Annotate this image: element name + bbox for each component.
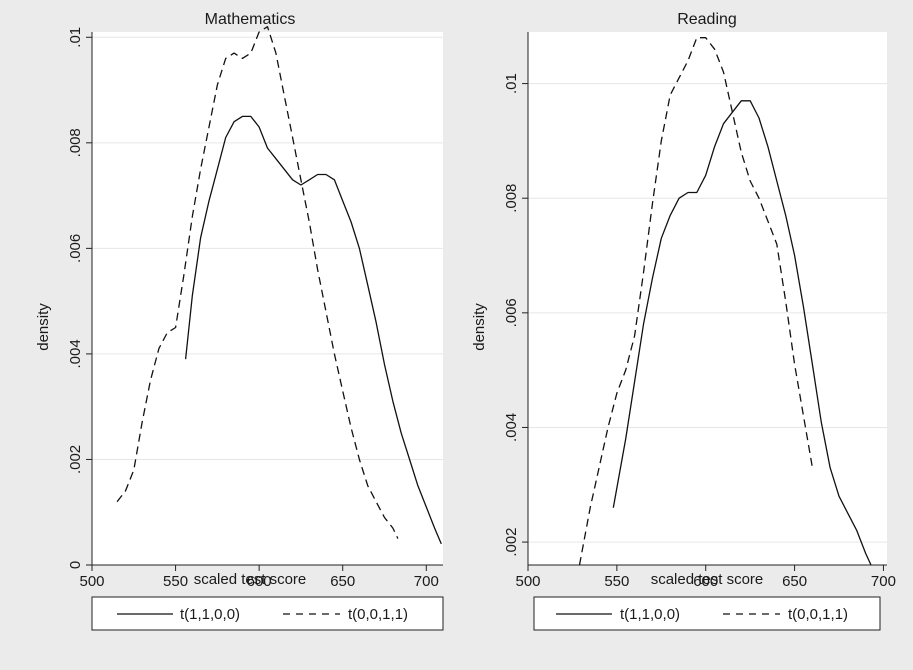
panel-title: Reading <box>677 11 737 28</box>
x-tick-label: 700 <box>414 573 439 590</box>
panel-reading: Reading scaled test score density .002 .0… <box>471 11 896 631</box>
x-tick-label: 600 <box>247 573 272 590</box>
plot-background <box>92 32 443 565</box>
y-tick-label: .002 <box>67 445 84 474</box>
x-axis-label: scaled test score <box>651 571 764 588</box>
x-tick-label: 650 <box>330 573 355 590</box>
x-axis-label: scaled test score <box>194 571 307 588</box>
y-tick-label: 0 <box>67 561 84 569</box>
panel-title: Mathematics <box>205 11 296 28</box>
series-line-dashed <box>116 26 399 539</box>
y-tick-label: .01 <box>67 27 84 48</box>
series-line-solid <box>184 115 442 545</box>
y-axis-label: density <box>471 303 488 351</box>
legend-label-solid: t(1,1,0,0) <box>180 606 240 623</box>
plot-background <box>528 32 887 565</box>
x-tick-label: 700 <box>871 573 896 590</box>
x-tick-label: 550 <box>604 573 629 590</box>
y-axis-label: density <box>35 303 52 351</box>
legend-label-dashed: t(0,0,1,1) <box>788 606 848 623</box>
panel-mathematics: Mathematics scaled test score density 0.… <box>35 11 444 631</box>
y-tick-label: .01 <box>503 73 520 94</box>
series-line-dashed <box>578 37 814 566</box>
x-tick-label: 600 <box>693 573 718 590</box>
y-tick-label: .008 <box>503 184 520 213</box>
x-tick-label: 500 <box>515 573 540 590</box>
legend-label-dashed: t(0,0,1,1) <box>348 606 408 623</box>
y-tick-label: .004 <box>503 413 520 442</box>
y-tick-label: .004 <box>67 339 84 368</box>
x-tick-label: 650 <box>782 573 807 590</box>
y-tick-label: .006 <box>67 234 84 263</box>
y-tick-label: .002 <box>503 527 520 556</box>
legend-label-solid: t(1,1,0,0) <box>620 606 680 623</box>
series-line-solid <box>612 100 872 566</box>
x-tick-label: 550 <box>163 573 188 590</box>
y-tick-label: .008 <box>67 128 84 157</box>
x-tick-label: 500 <box>79 573 104 590</box>
y-tick-label: .006 <box>503 298 520 327</box>
